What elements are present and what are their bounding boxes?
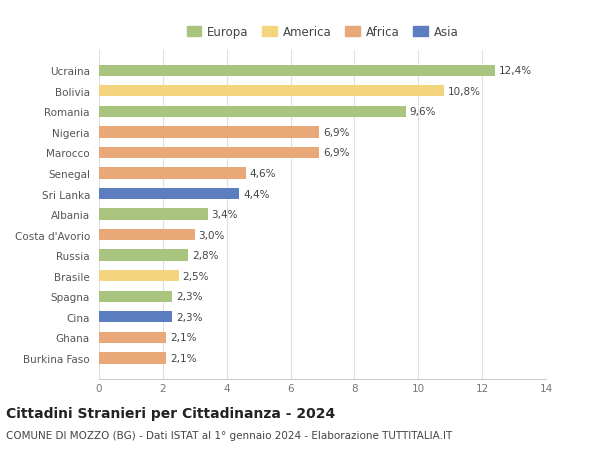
Bar: [99, 189, 239, 200]
Text: 9,6%: 9,6%: [409, 107, 436, 117]
Bar: [99, 106, 406, 118]
Text: Cittadini Stranieri per Cittadinanza - 2024: Cittadini Stranieri per Cittadinanza - 2…: [6, 406, 335, 420]
Text: 3,4%: 3,4%: [211, 210, 238, 219]
Bar: [99, 168, 246, 179]
Text: 2,3%: 2,3%: [176, 312, 203, 322]
Bar: [99, 270, 179, 282]
Bar: [99, 230, 195, 241]
Text: 6,9%: 6,9%: [323, 148, 350, 158]
Bar: [99, 65, 495, 77]
Text: COMUNE DI MOZZO (BG) - Dati ISTAT al 1° gennaio 2024 - Elaborazione TUTTITALIA.I: COMUNE DI MOZZO (BG) - Dati ISTAT al 1° …: [6, 431, 452, 441]
Text: 3,0%: 3,0%: [199, 230, 225, 240]
Text: 2,8%: 2,8%: [192, 251, 219, 261]
Bar: [99, 147, 319, 159]
Bar: [99, 86, 444, 97]
Text: 2,3%: 2,3%: [176, 291, 203, 302]
Legend: Europa, America, Africa, Asia: Europa, America, Africa, Asia: [184, 23, 461, 41]
Text: 2,1%: 2,1%: [170, 353, 196, 363]
Text: 10,8%: 10,8%: [448, 87, 481, 96]
Bar: [99, 127, 319, 138]
Text: 4,4%: 4,4%: [244, 189, 270, 199]
Bar: [99, 332, 166, 343]
Bar: [99, 250, 188, 261]
Text: 2,5%: 2,5%: [182, 271, 209, 281]
Bar: [99, 312, 172, 323]
Text: 6,9%: 6,9%: [323, 128, 350, 138]
Text: 4,6%: 4,6%: [250, 168, 276, 179]
Bar: [99, 353, 166, 364]
Text: 2,1%: 2,1%: [170, 333, 196, 342]
Bar: [99, 291, 172, 302]
Text: 12,4%: 12,4%: [499, 66, 532, 76]
Bar: [99, 209, 208, 220]
